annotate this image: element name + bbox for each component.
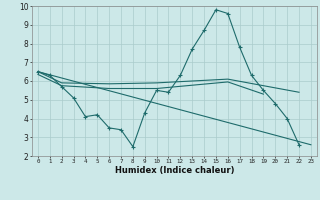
X-axis label: Humidex (Indice chaleur): Humidex (Indice chaleur) — [115, 166, 234, 175]
